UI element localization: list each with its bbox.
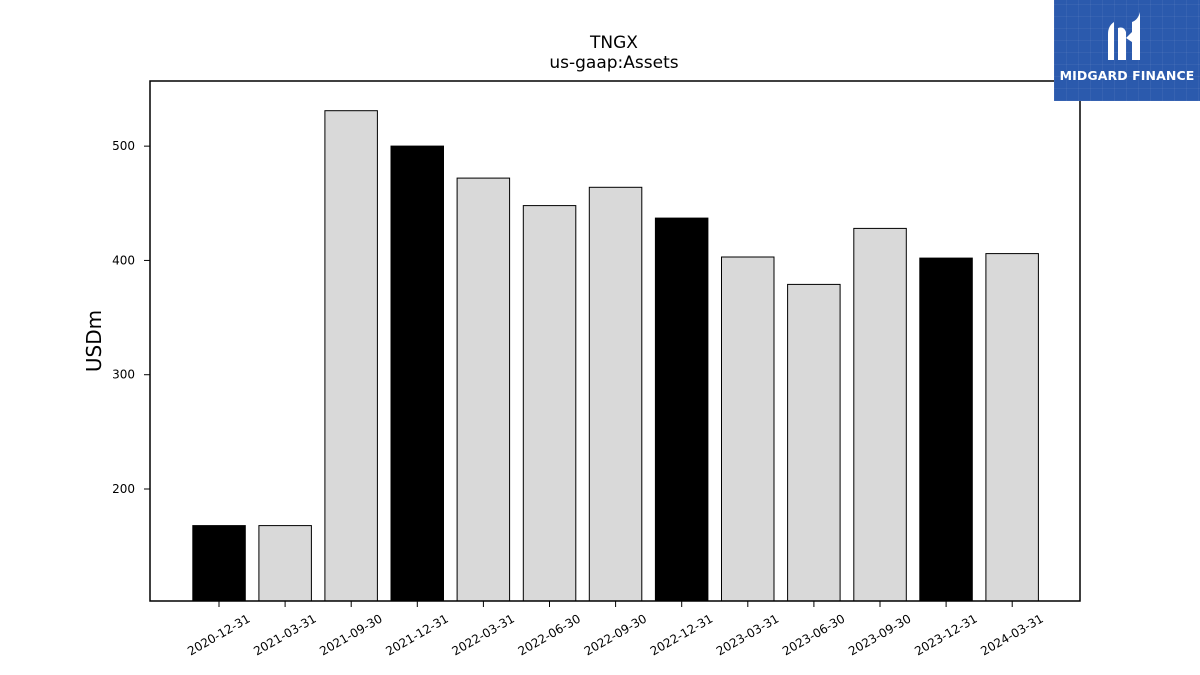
y-tick-label: 400 xyxy=(112,253,135,267)
plot-frame xyxy=(149,80,1081,602)
x-axis: 2020-12-312021-03-312021-09-302021-12-31… xyxy=(185,601,1046,658)
bar-2022-06-30 xyxy=(522,205,577,602)
y-axis-label: USDm xyxy=(82,310,106,372)
bar-2020-12-31 xyxy=(192,525,246,602)
bar-2024-03-31 xyxy=(985,253,1039,602)
x-tick-label: 2022-09-30 xyxy=(582,611,649,658)
bar-2021-12-31 xyxy=(390,145,444,602)
x-tick-label: 2023-03-31 xyxy=(714,611,781,658)
x-tick-label: 2022-06-30 xyxy=(516,611,583,658)
y-tick-label: 300 xyxy=(112,368,135,382)
bar-2022-03-31 xyxy=(456,177,511,602)
bar-2023-06-30 xyxy=(787,283,841,602)
x-tick-label: 2021-03-31 xyxy=(251,611,318,658)
bar-2022-12-31 xyxy=(654,217,709,602)
bar-2023-12-31 xyxy=(919,257,973,602)
midgard-finance-logo: MIDGARD FINANCE xyxy=(1054,0,1200,101)
x-tick-label: 2023-09-30 xyxy=(846,611,913,658)
logo-text: MIDGARD FINANCE xyxy=(1059,68,1195,83)
bar-2022-09-30 xyxy=(588,186,643,602)
x-tick-label: 2022-12-31 xyxy=(648,611,715,658)
y-axis: 200 300 400 500 xyxy=(112,139,150,496)
midgard-logo-icon xyxy=(1108,12,1140,60)
x-tick-label: 2021-12-31 xyxy=(383,611,450,658)
bar-2021-03-31 xyxy=(258,525,312,602)
bar-2023-09-30 xyxy=(853,227,907,602)
x-tick-label: 2023-06-30 xyxy=(780,611,847,658)
chart-subtitle: us-gaap:Assets xyxy=(549,53,678,73)
bar-2023-03-31 xyxy=(721,256,775,602)
x-tick-label: 2020-12-31 xyxy=(185,611,252,658)
y-tick-label: 500 xyxy=(112,139,135,153)
chart-title: TNGX xyxy=(589,33,638,53)
x-tick-label: 2022-03-31 xyxy=(449,611,516,658)
x-tick-label: 2021-09-30 xyxy=(317,611,384,658)
y-tick-label: 200 xyxy=(112,482,135,496)
x-tick-label: 2023-12-31 xyxy=(912,611,979,658)
bar-2021-09-30 xyxy=(324,110,378,602)
bars-group xyxy=(192,110,1039,602)
x-tick-label: 2024-03-31 xyxy=(978,611,1045,658)
